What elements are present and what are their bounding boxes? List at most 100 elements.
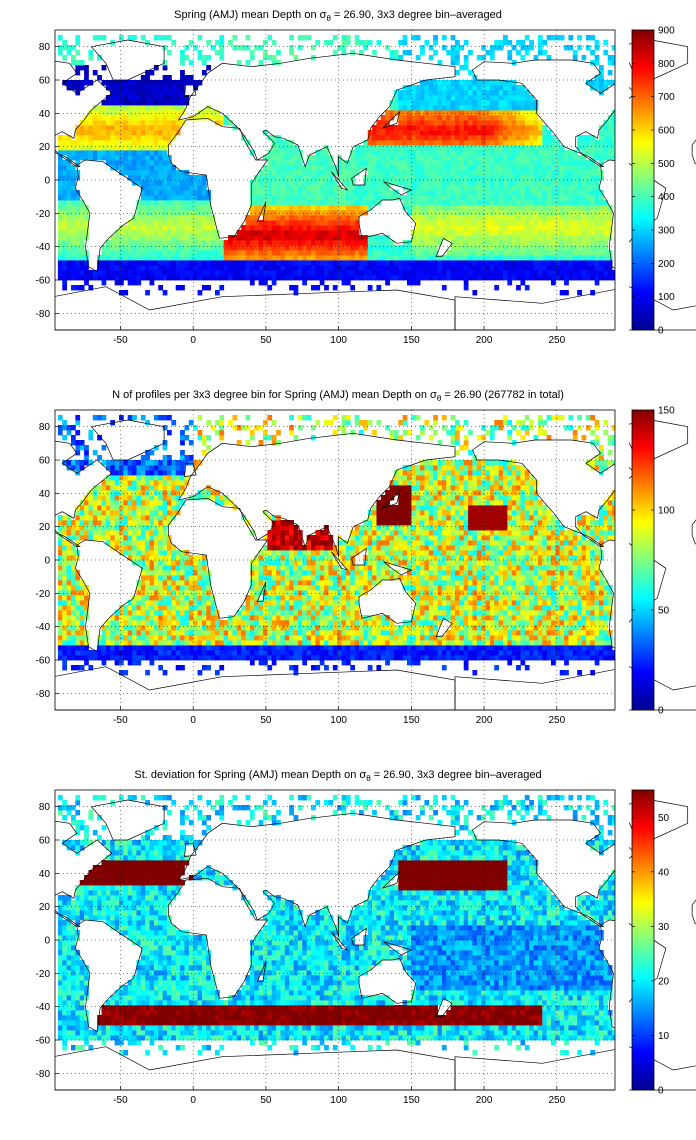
data-bin <box>306 205 312 211</box>
data-bin <box>158 630 164 636</box>
data-bin <box>542 255 548 261</box>
data-bin <box>559 200 565 206</box>
data-bin <box>153 625 159 631</box>
data-bin <box>424 645 430 651</box>
data-bin <box>153 635 159 641</box>
data-bin <box>105 95 111 101</box>
data-bin <box>455 245 460 251</box>
data-bin <box>402 135 408 141</box>
data-bin <box>459 115 465 121</box>
data-bin <box>420 260 425 266</box>
data-bin <box>241 275 246 281</box>
data-bin <box>206 220 212 226</box>
data-bin <box>114 100 120 106</box>
data-bin <box>503 215 508 221</box>
data-bin <box>319 635 325 641</box>
data-bin <box>590 215 596 221</box>
data-bin <box>555 270 561 276</box>
data-bin <box>149 660 155 666</box>
data-bin <box>555 190 561 196</box>
data-bin <box>476 275 482 281</box>
data-bin <box>599 135 604 141</box>
data-bin <box>162 90 168 96</box>
data-bin <box>603 645 609 651</box>
data-bin <box>533 175 539 181</box>
data-bin <box>559 190 565 196</box>
data-bin <box>267 195 273 201</box>
data-bin <box>459 240 465 246</box>
data-bin <box>393 635 399 641</box>
data-bin <box>380 140 386 146</box>
data-bin <box>162 35 168 41</box>
data-bin <box>132 245 137 251</box>
data-bin <box>468 110 473 116</box>
data-bin <box>297 640 303 646</box>
data-bin <box>450 640 456 646</box>
data-bin <box>463 145 469 151</box>
data-bin <box>136 635 142 641</box>
data-bin <box>319 270 325 276</box>
data-bin <box>459 135 465 141</box>
data-bin <box>529 130 534 136</box>
data-bin <box>162 60 168 66</box>
data-bin <box>537 195 543 201</box>
data-bin <box>411 85 417 91</box>
data-bin <box>455 50 460 56</box>
data-bin <box>171 195 177 201</box>
data-bin <box>341 50 347 56</box>
data-bin <box>175 95 181 101</box>
data-bin <box>162 635 168 641</box>
data-bin <box>276 175 281 181</box>
data-bin <box>153 170 159 176</box>
data-bin <box>433 235 438 241</box>
data-bin <box>559 645 565 651</box>
data-bin <box>206 645 212 651</box>
data-bin <box>341 220 347 226</box>
data-bin <box>158 85 164 91</box>
data-bin <box>162 640 168 646</box>
data-bin <box>293 630 299 636</box>
data-bin <box>420 240 425 246</box>
data-bin <box>319 170 325 176</box>
data-bin <box>498 210 504 216</box>
data-bin <box>324 205 329 211</box>
data-bin <box>149 630 155 636</box>
data-bin <box>546 140 552 146</box>
data-bin <box>520 220 526 226</box>
data-bin <box>542 270 548 276</box>
data-bin <box>302 205 308 211</box>
data-bin <box>529 260 534 266</box>
data-bin <box>328 265 334 271</box>
data-bin <box>263 190 268 196</box>
data-bin <box>158 145 164 151</box>
data-bin <box>577 230 582 236</box>
data-bin <box>507 160 513 166</box>
data-bin <box>372 245 377 251</box>
data-bin <box>424 130 430 136</box>
data-bin <box>559 260 565 266</box>
data-bin <box>476 230 482 236</box>
data-bin <box>468 235 473 241</box>
data-bin <box>551 180 556 186</box>
data-bin <box>455 630 460 636</box>
data-bin <box>428 655 434 661</box>
data-bin <box>494 655 500 661</box>
data-bin <box>372 180 377 186</box>
data-bin <box>232 250 238 256</box>
data-bin <box>551 205 556 211</box>
data-bin <box>411 195 417 201</box>
data-bin <box>354 640 360 646</box>
data-bin <box>585 145 591 151</box>
data-bin <box>57 135 63 141</box>
data-bin <box>206 255 212 261</box>
data-bin <box>328 230 334 236</box>
data-bin <box>315 155 321 161</box>
data-bin <box>105 625 111 631</box>
data-bin <box>123 110 129 116</box>
data-bin <box>149 235 155 241</box>
data-bin <box>110 145 116 151</box>
data-bin <box>149 245 155 251</box>
data-bin <box>494 105 500 111</box>
data-bin <box>66 150 72 156</box>
data-bin <box>564 155 569 161</box>
